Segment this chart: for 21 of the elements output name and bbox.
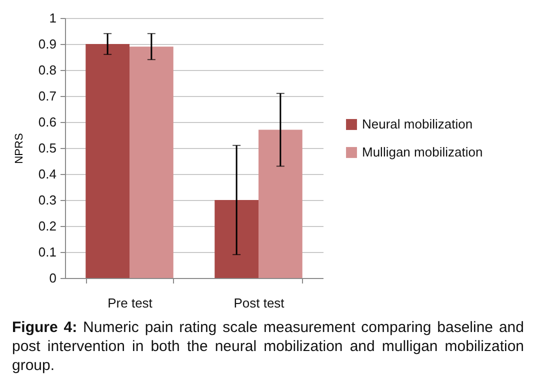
y-tick-label: 0.4	[38, 166, 56, 182]
legend-label: Mulligan mobilization	[362, 144, 483, 160]
x-tick-label: Pre test	[108, 296, 153, 310]
caption: Figure 4: Numeric pain rating scale measurement comparing baseline and post intervention in both the neural mobilization and mulligan mobilization group.	[12, 318, 524, 374]
y-tick-label: 0	[49, 270, 56, 286]
y-tick-label: 0.6	[38, 114, 56, 130]
bar	[214, 200, 258, 278]
legend-label: Neural mobilization	[362, 116, 473, 132]
bar	[258, 130, 302, 278]
x-tick-label: Post test	[234, 296, 285, 310]
y-tick-label: 0.5	[38, 140, 56, 156]
bar	[130, 46, 174, 278]
y-tick-label: 0.3	[38, 192, 56, 208]
y-tick-label: 0.7	[38, 88, 56, 104]
y-tick-label: 0.2	[38, 218, 56, 234]
y-tick-label: 0.9	[38, 36, 56, 52]
bar	[86, 44, 130, 278]
y-tick-label: 0.8	[38, 62, 56, 78]
y-tick-label: 1	[49, 10, 56, 26]
y-axis-title: NPRS	[13, 133, 26, 164]
y-tick-label: 0.1	[38, 244, 56, 260]
